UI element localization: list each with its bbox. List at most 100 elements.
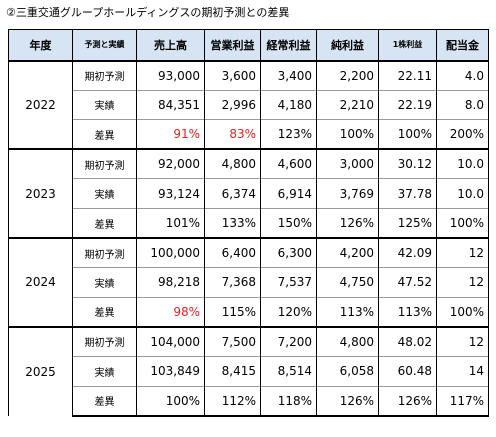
cell-dividend: 10.0 (436, 178, 489, 209)
cell-sales: 92,000 (136, 148, 205, 179)
cell-dividend: 4.0 (436, 59, 489, 91)
cell-net-profit: 6,058 (316, 355, 379, 387)
row-label: 期初予測 (72, 59, 137, 91)
cell-dividend: 10.0 (436, 148, 489, 179)
year-cell: 2022 (8, 59, 73, 150)
cell-operating-profit: 4,800 (204, 148, 261, 179)
cell-sales: 104,000 (136, 325, 205, 357)
cell-dividend: 100% (436, 296, 489, 327)
table-body: 2022 期初予測 93,000 3,600 3,400 2,200 22.11 4.0 実績 8… (8, 59, 489, 417)
cell-eps: 30.12 (378, 148, 437, 179)
cell-dividend: 200% (436, 119, 489, 150)
cell-operating-profit: 2,996 (204, 89, 261, 120)
row-label: 実績 (72, 355, 137, 387)
table-row: 実績 103,849 8,415 8,514 6,058 60.48 14 (9, 355, 489, 387)
cell-net-profit: 4,800 (316, 325, 379, 357)
header-eps: 1株利益 (378, 29, 437, 61)
cell-operating-profit: 7,368 (204, 267, 261, 298)
cell-sales: 93,000 (136, 59, 205, 91)
cell-ordinary-profit: 8,514 (260, 355, 317, 387)
cell-dividend: 8.0 (436, 89, 489, 120)
cell-ordinary-profit: 7,537 (260, 267, 317, 298)
row-label: 実績 (72, 89, 137, 120)
header-operating-profit: 営業利益 (204, 29, 261, 61)
cell-dividend: 117% (436, 385, 489, 417)
cell-net-profit: 2,210 (316, 89, 379, 120)
cell-eps: 126% (378, 385, 437, 417)
cell-operating-profit: 115% (204, 296, 261, 327)
year-cell: 2023 (8, 148, 73, 239)
cell-net-profit: 4,750 (316, 267, 379, 298)
cell-net-profit: 3,000 (316, 148, 379, 179)
cell-ordinary-profit: 6,914 (260, 178, 317, 209)
cell-operating-profit: 133% (204, 207, 261, 239)
row-label: 期初予測 (72, 148, 137, 179)
cell-eps: 60.48 (378, 355, 437, 387)
cell-operating-profit: 83% (204, 119, 261, 150)
table-row: 差異 101% 133% 150% 126% 125% 100% (9, 207, 489, 239)
cell-eps: 48.02 (378, 325, 437, 357)
cell-sales: 98,218 (136, 267, 205, 298)
cell-dividend: 12 (436, 267, 489, 298)
table-row: 差異 100% 112% 118% 126% 126% 117% (9, 385, 489, 417)
cell-sales: 101% (136, 207, 205, 239)
row-label: 期初予測 (72, 237, 137, 268)
cell-ordinary-profit: 150% (260, 207, 317, 239)
cell-eps: 22.11 (378, 59, 437, 91)
table-caption: ②三重交通グループホールディングスの期初予測との差異 (6, 6, 290, 19)
table-row: 2024 期初予測 100,000 6,400 6,300 4,200 42.09 12 (8, 237, 489, 327)
cell-ordinary-profit: 120% (260, 296, 317, 327)
header-sales: 売上高 (136, 29, 205, 61)
table-row: 2025 期初予測 104,000 7,500 7,200 4,800 48.02 12 (8, 325, 489, 416)
cell-eps: 113% (378, 296, 437, 327)
row-label: 差異 (72, 385, 137, 417)
cell-ordinary-profit: 4,180 (260, 89, 317, 120)
cell-eps: 47.52 (378, 267, 437, 298)
cell-operating-profit: 6,374 (204, 178, 261, 209)
year-cell: 2024 (8, 237, 73, 327)
table-row: 2023 期初予測 92,000 4,800 4,600 3,000 30.12 10.0 (8, 148, 489, 239)
cell-sales: 98% (136, 296, 205, 327)
row-label: 差異 (72, 207, 137, 239)
cell-ordinary-profit: 7,200 (260, 325, 317, 357)
cell-eps: 22.19 (378, 89, 437, 120)
header-dividend: 配当金 (436, 29, 489, 61)
cell-dividend: 14 (436, 355, 489, 387)
cell-eps: 37.78 (378, 178, 437, 209)
header-net-profit: 純利益 (316, 29, 379, 61)
row-label: 実績 (72, 267, 137, 298)
table-row: 実績 93,124 6,374 6,914 3,769 37.78 10.0 (9, 178, 489, 209)
cell-dividend: 100% (436, 207, 489, 239)
header-year: 年度 (8, 29, 73, 61)
table-row: 差異 91% 83% 123% 100% 100% 200% (9, 119, 489, 150)
cell-ordinary-profit: 118% (260, 385, 317, 417)
header-ordinary-profit: 経常利益 (260, 29, 317, 61)
cell-dividend: 12 (436, 237, 489, 268)
cell-dividend: 12 (436, 325, 489, 357)
cell-sales: 103,849 (136, 355, 205, 387)
cell-eps: 125% (378, 207, 437, 239)
row-label: 差異 (72, 296, 137, 327)
row-label: 期初予測 (72, 325, 137, 357)
cell-net-profit: 2,200 (316, 59, 379, 91)
cell-net-profit: 126% (316, 385, 379, 417)
cell-sales: 100,000 (136, 237, 205, 268)
table-row: 差異 98% 115% 120% 113% 113% 100% (9, 296, 489, 327)
cell-operating-profit: 3,600 (204, 59, 261, 91)
table-row: 実績 98,218 7,368 7,537 4,750 47.52 12 (9, 267, 489, 298)
cell-sales: 84,351 (136, 89, 205, 120)
header-kind: 予測と実績 (72, 29, 137, 61)
cell-eps: 42.09 (378, 237, 437, 268)
table-row: 実績 84,351 2,996 4,180 2,210 22.19 8.0 (9, 89, 489, 120)
cell-net-profit: 113% (316, 296, 379, 327)
header-row: 年度 予測と実績 売上高 営業利益 経常利益 純利益 1株利益 配当金 (8, 29, 489, 61)
cell-operating-profit: 112% (204, 385, 261, 417)
cell-sales: 93,124 (136, 178, 205, 209)
cell-net-profit: 126% (316, 207, 379, 239)
cell-operating-profit: 6,400 (204, 237, 261, 268)
row-label: 実績 (72, 178, 137, 209)
cell-ordinary-profit: 123% (260, 119, 317, 150)
cell-net-profit: 100% (316, 119, 379, 150)
cell-ordinary-profit: 3,400 (260, 59, 317, 91)
row-label: 差異 (72, 119, 137, 150)
